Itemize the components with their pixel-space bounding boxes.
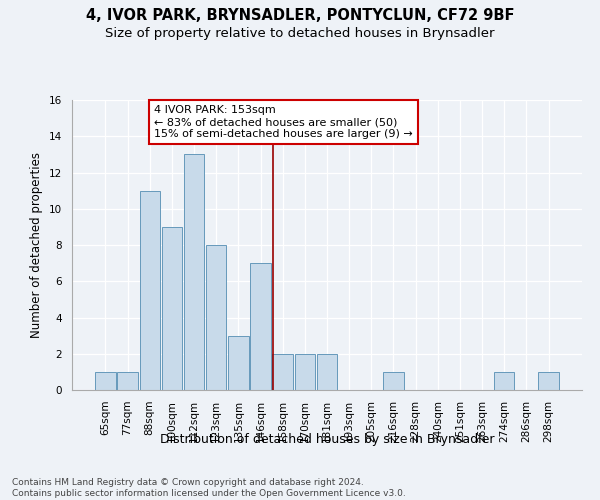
Text: 4 IVOR PARK: 153sqm
← 83% of detached houses are smaller (50)
15% of semi-detach: 4 IVOR PARK: 153sqm ← 83% of detached ho… bbox=[154, 106, 413, 138]
Bar bbox=[184, 154, 204, 390]
Bar bbox=[140, 190, 160, 390]
Bar bbox=[95, 372, 116, 390]
Bar bbox=[317, 354, 337, 390]
Bar bbox=[250, 263, 271, 390]
Bar bbox=[383, 372, 404, 390]
Bar bbox=[295, 354, 315, 390]
Text: 4, IVOR PARK, BRYNSADLER, PONTYCLUN, CF72 9BF: 4, IVOR PARK, BRYNSADLER, PONTYCLUN, CF7… bbox=[86, 8, 514, 22]
Bar bbox=[494, 372, 514, 390]
Bar bbox=[272, 354, 293, 390]
Bar bbox=[538, 372, 559, 390]
Bar bbox=[228, 336, 248, 390]
Text: Size of property relative to detached houses in Brynsadler: Size of property relative to detached ho… bbox=[105, 28, 495, 40]
Text: Contains HM Land Registry data © Crown copyright and database right 2024.
Contai: Contains HM Land Registry data © Crown c… bbox=[12, 478, 406, 498]
Bar bbox=[118, 372, 138, 390]
Text: Distribution of detached houses by size in Brynsadler: Distribution of detached houses by size … bbox=[160, 432, 494, 446]
Bar bbox=[206, 245, 226, 390]
Y-axis label: Number of detached properties: Number of detached properties bbox=[31, 152, 43, 338]
Bar bbox=[161, 227, 182, 390]
